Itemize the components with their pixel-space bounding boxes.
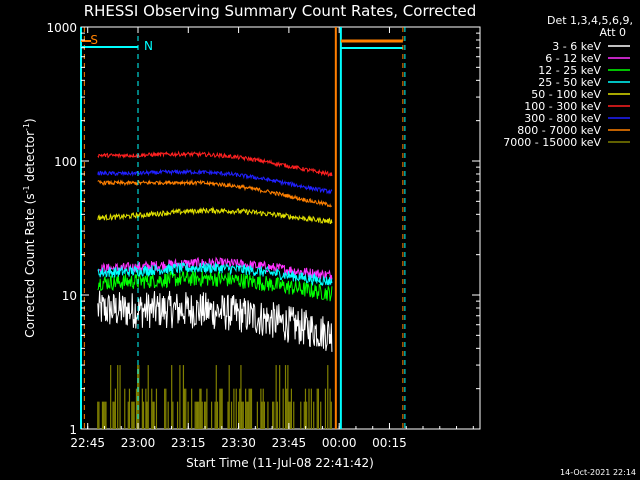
legend-label: 3 - 6 keV — [552, 40, 601, 53]
series-line — [97, 290, 333, 352]
x-tick-label: 23:30 — [221, 436, 256, 450]
x-tick-label: 23:15 — [171, 436, 206, 450]
legend-label: 25 - 50 keV — [538, 76, 601, 89]
plot-frame — [80, 26, 481, 430]
series-line — [97, 168, 333, 195]
x-tick-label: 00:00 — [322, 436, 357, 450]
x-tick-label: 00:15 — [372, 436, 407, 450]
legend-label: 300 - 800 keV — [524, 112, 601, 125]
chart-title: RHESSI Observing Summary Count Rates, Co… — [84, 2, 477, 20]
legend-label: 100 - 300 keV — [524, 100, 601, 113]
legend-label: 50 - 100 keV — [531, 88, 601, 101]
y-tick-label: 1 — [69, 423, 77, 437]
timestamp: 14-Oct-2021 22:14 — [560, 468, 636, 477]
marker-label: N — [144, 39, 153, 53]
series-line — [97, 150, 333, 178]
y-tick-label: 100 — [54, 155, 77, 169]
y-axis: 1 10 100 1000 — [46, 21, 480, 437]
legend-label: 7000 - 15000 keV — [503, 136, 601, 149]
series-line — [97, 206, 333, 225]
y-tick-label: 1000 — [46, 21, 77, 35]
x-tick-label: 22:45 — [70, 436, 105, 450]
series-lines — [97, 150, 333, 429]
x-axis-label: Start Time (11-Jul-08 22:41:42) — [186, 456, 374, 470]
marker-label: S — [90, 33, 98, 47]
legend-header-att: Att 0 — [600, 26, 626, 39]
x-axis: 22:45 23:00 23:15 23:30 23:45 00:00 00:15 — [70, 27, 474, 450]
legend-label: 6 - 12 keV — [545, 52, 601, 65]
legend-label: 12 - 25 keV — [538, 64, 601, 77]
legend-header: Det 1,3,4,5,6,9, — [547, 14, 633, 27]
series-line — [97, 178, 332, 208]
series-7000-15000kev — [97, 365, 332, 429]
series-line — [97, 270, 333, 302]
y-tick-label: 10 — [62, 289, 77, 303]
x-tick-label: 23:00 — [121, 436, 156, 450]
plot-area — [80, 26, 481, 430]
series-line — [97, 262, 333, 287]
legend-label: 800 - 7000 keV — [517, 124, 601, 137]
y-axis-label: Corrected Count Rate (s-1 detector-1) — [22, 118, 37, 337]
x-tick-label: 23:45 — [272, 436, 307, 450]
